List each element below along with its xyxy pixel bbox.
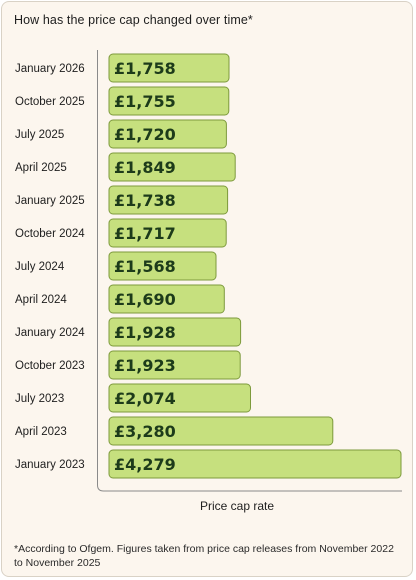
category-label: October 2023 [15, 360, 85, 372]
category-label: April 2025 [15, 162, 67, 174]
category-label: October 2025 [15, 96, 85, 108]
axis-line [97, 50, 402, 492]
category-label: January 2023 [15, 459, 85, 471]
value-label: £2,074 [114, 389, 176, 408]
value-label: £1,720 [114, 125, 176, 144]
value-label: £1,717 [114, 224, 176, 243]
value-label: £1,758 [114, 59, 176, 78]
bar [108, 251, 217, 281]
bar [108, 383, 251, 413]
value-label: £1,755 [114, 92, 176, 111]
value-label: £1,849 [114, 158, 176, 177]
bar [108, 185, 229, 215]
bar [108, 119, 227, 149]
category-label: October 2024 [15, 228, 85, 240]
bar-chart: January 2026 £1,758 October 2025 £1,755 July… [15, 50, 402, 513]
footnote: *According to Ofgem. Figures taken from … [14, 543, 394, 569]
bar [108, 449, 402, 479]
bar [108, 350, 241, 380]
value-label: £1,923 [114, 356, 176, 375]
bar [108, 218, 227, 248]
bar [108, 86, 230, 116]
bar [108, 317, 242, 347]
category-label: January 2026 [15, 63, 85, 75]
value-label: £1,690 [114, 290, 176, 309]
value-label: £3,280 [114, 422, 176, 441]
category-label: April 2023 [15, 426, 67, 438]
category-label: April 2024 [15, 294, 67, 306]
value-label: £1,928 [114, 323, 176, 342]
category-label: July 2024 [15, 261, 65, 273]
bars-group: January 2026 £1,758 October 2025 £1,755 July… [15, 53, 402, 479]
chart-title: How has the price cap changed over time* [14, 13, 253, 27]
bar [108, 152, 236, 182]
bar [108, 416, 334, 446]
bar [108, 284, 225, 314]
value-label: £4,279 [114, 455, 176, 474]
bar [108, 53, 230, 83]
category-label: July 2023 [15, 393, 64, 405]
category-label: January 2025 [15, 195, 85, 207]
x-axis-label: Price cap rate [200, 499, 274, 513]
value-label: £1,738 [114, 191, 176, 210]
value-label: £1,568 [114, 257, 176, 276]
category-label: July 2025 [15, 129, 64, 141]
category-label: January 2024 [15, 327, 85, 339]
